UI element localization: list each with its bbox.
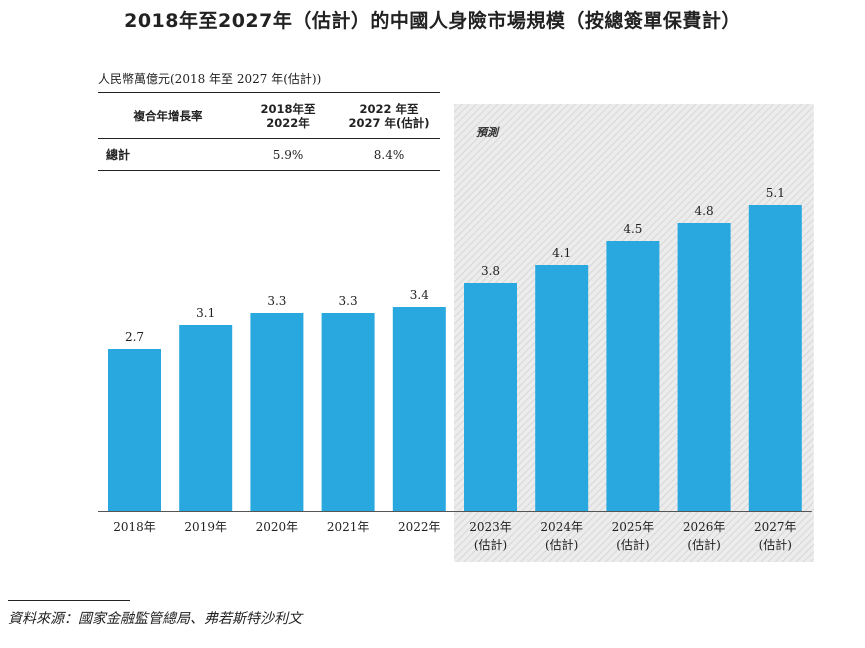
cagr-row-label: 總計 [106,148,131,162]
chart-title: 2018年至2027年（估計）的中國人身險市場規模（按總簽單保費計） [124,10,741,32]
x-tick-label: 2027年 [754,520,797,534]
data-label: 5.1 [766,186,785,200]
data-label: 4.5 [623,222,642,236]
data-label: 4.1 [552,246,571,260]
bar [321,313,375,511]
cagr-header-period1: 2018年至 2022年 [238,93,338,139]
cagr-total-row: 總計 5.9% 8.4% [98,139,440,171]
data-label: 3.8 [481,264,500,278]
x-tick-sublabel: (估計) [616,537,649,552]
x-tick-label: 2024年 [540,520,583,534]
x-tick-sublabel: (估計) [474,537,507,552]
source-divider [8,600,130,601]
bar [179,325,233,511]
bar [748,205,802,511]
cagr-header-label: 複合年增長率 [133,108,203,123]
bar [677,223,731,511]
data-label: 2.7 [125,330,144,344]
x-tick-sublabel: (估計) [759,537,792,552]
x-tick-label: 2020年 [256,520,299,534]
data-label: 3.3 [339,294,358,308]
bar [250,313,304,511]
x-tick-sublabel: (估計) [545,537,578,552]
cagr-header-period2-line2: 2027 年(估計) [348,115,430,130]
x-tick-label: 2026年 [683,520,726,534]
unit-label: 人民幣萬億元(2018 年至 2027 年(估計)) [98,72,322,86]
x-tick-sublabel: (估計) [687,537,720,552]
cagr-header-period2: 2022 年至 2027 年(估計) [338,93,440,139]
data-label: 3.3 [267,294,286,308]
x-tick-label: 2019年 [184,520,227,534]
cagr-table: 複合年增長率 2018年至 2022年 2022 年至 2027 年(估計) 總… [98,92,440,171]
x-tick-label: 2022年 [398,520,441,534]
x-tick-label: 2023年 [469,520,512,534]
cagr-header-period1-line1: 2018年至 [260,101,316,116]
forecast-label: 預測 [476,126,500,139]
data-label: 4.8 [695,204,714,218]
cagr-header-period1-line2: 2022年 [266,115,310,130]
bar [108,349,161,511]
source-note: 資料來源：國家金融監管總局、弗若斯特沙利文 [8,611,302,627]
bar [606,241,660,511]
cagr-value-period1: 5.9% [272,147,304,162]
data-label: 3.4 [410,288,429,302]
cagr-value-period2: 8.4% [373,147,405,162]
bar [464,283,517,511]
bar [535,265,589,511]
cagr-header-period2-line1: 2022 年至 [359,101,419,116]
x-tick-label: 2018年 [113,520,156,534]
x-tick-label: 2021年 [327,520,370,534]
cagr-header-row: 複合年增長率 2018年至 2022年 2022 年至 2027 年(估計) [98,92,440,139]
bar [392,307,446,511]
x-tick-label: 2025年 [612,520,655,534]
data-label: 3.1 [196,306,215,320]
